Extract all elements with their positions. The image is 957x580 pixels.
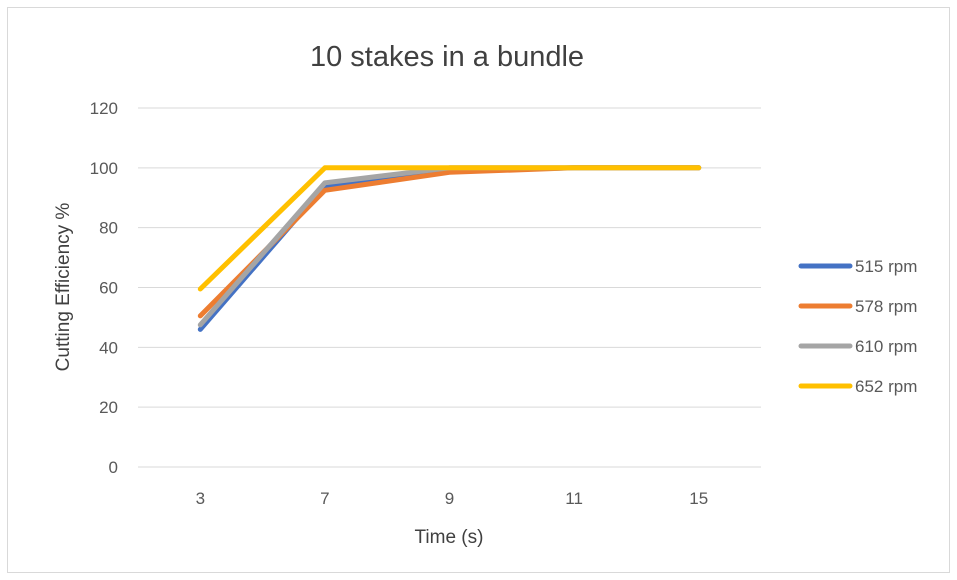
x-tick-label: 7: [320, 489, 329, 508]
x-tick-label: 15: [689, 489, 708, 508]
y-tick-label: 100: [90, 159, 118, 178]
chart-title: 10 stakes in a bundle: [310, 41, 584, 73]
legend-label: 578 rpm: [855, 297, 917, 316]
legend-item: 652 rpm: [798, 377, 917, 396]
y-tick-label: 60: [99, 279, 118, 298]
series-lines: [197, 165, 702, 332]
y-tick-label: 80: [99, 219, 118, 238]
y-tick-label: 0: [109, 458, 118, 477]
axis-ticks: 0 20 40 60 80 100 120 3 7 9 11 15: [90, 99, 709, 508]
y-tick-label: 20: [99, 398, 118, 417]
legend-item: 515 rpm: [798, 257, 917, 276]
line-chart: 0 20 40 60 80 100 120 3 7 9 11 15 10 stakes in a bu…: [53, 41, 917, 548]
x-tick-label: 11: [565, 489, 583, 508]
legend: 515 rpm 578 rpm 610 rpm 652 rpm: [798, 257, 917, 396]
x-tick-label: 3: [196, 489, 205, 508]
y-tick-label: 120: [90, 99, 118, 118]
legend-label: 610 rpm: [855, 337, 917, 356]
y-axis-title: Cutting Efficiency %: [53, 203, 74, 372]
legend-label: 515 rpm: [855, 257, 917, 276]
x-axis-title: Time (s): [415, 527, 484, 548]
x-tick-label: 9: [445, 489, 454, 508]
series-line-515-rpm: [197, 165, 702, 332]
series-line-652-rpm: [197, 165, 702, 292]
legend-label: 652 rpm: [855, 377, 917, 396]
chart-area: 0 20 40 60 80 100 120 3 7 9 11 15 10 stakes in a bu…: [7, 7, 950, 573]
legend-item: 578 rpm: [798, 297, 917, 316]
legend-item: 610 rpm: [798, 337, 917, 356]
y-tick-label: 40: [99, 338, 118, 357]
